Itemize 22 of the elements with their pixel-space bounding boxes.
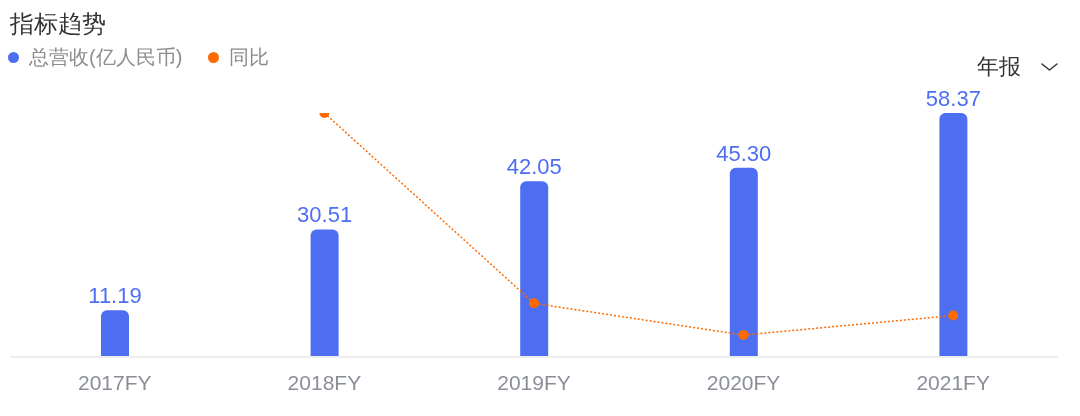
- point: [948, 310, 959, 321]
- point: [529, 298, 539, 309]
- bar: [101, 310, 129, 357]
- x-tick-label: 2020FY: [706, 370, 781, 394]
- bar: [939, 113, 968, 357]
- x-tick-label: 2017FY: [78, 370, 152, 394]
- data-label: 45.30: [716, 140, 772, 166]
- chart-title: 指标趋势: [10, 10, 106, 37]
- x-tick-label: 2019FY: [497, 370, 571, 394]
- data-label: 11.19: [88, 283, 142, 309]
- x-tick-label: 2018FY: [287, 370, 362, 394]
- bar: [729, 167, 758, 357]
- data-label: 58.37: [925, 86, 981, 111]
- bar: [310, 229, 339, 357]
- x-tick-label: 2021FY: [916, 370, 990, 394]
- legend-label: 总营收(亿人民币): [29, 45, 183, 70]
- point: [738, 330, 749, 341]
- data-label: 30.51: [297, 202, 353, 228]
- bar: [520, 181, 549, 357]
- text: 年报: [977, 53, 1021, 81]
- data-label: 42.05: [506, 154, 562, 180]
- legend-label: 同比: [229, 45, 270, 70]
